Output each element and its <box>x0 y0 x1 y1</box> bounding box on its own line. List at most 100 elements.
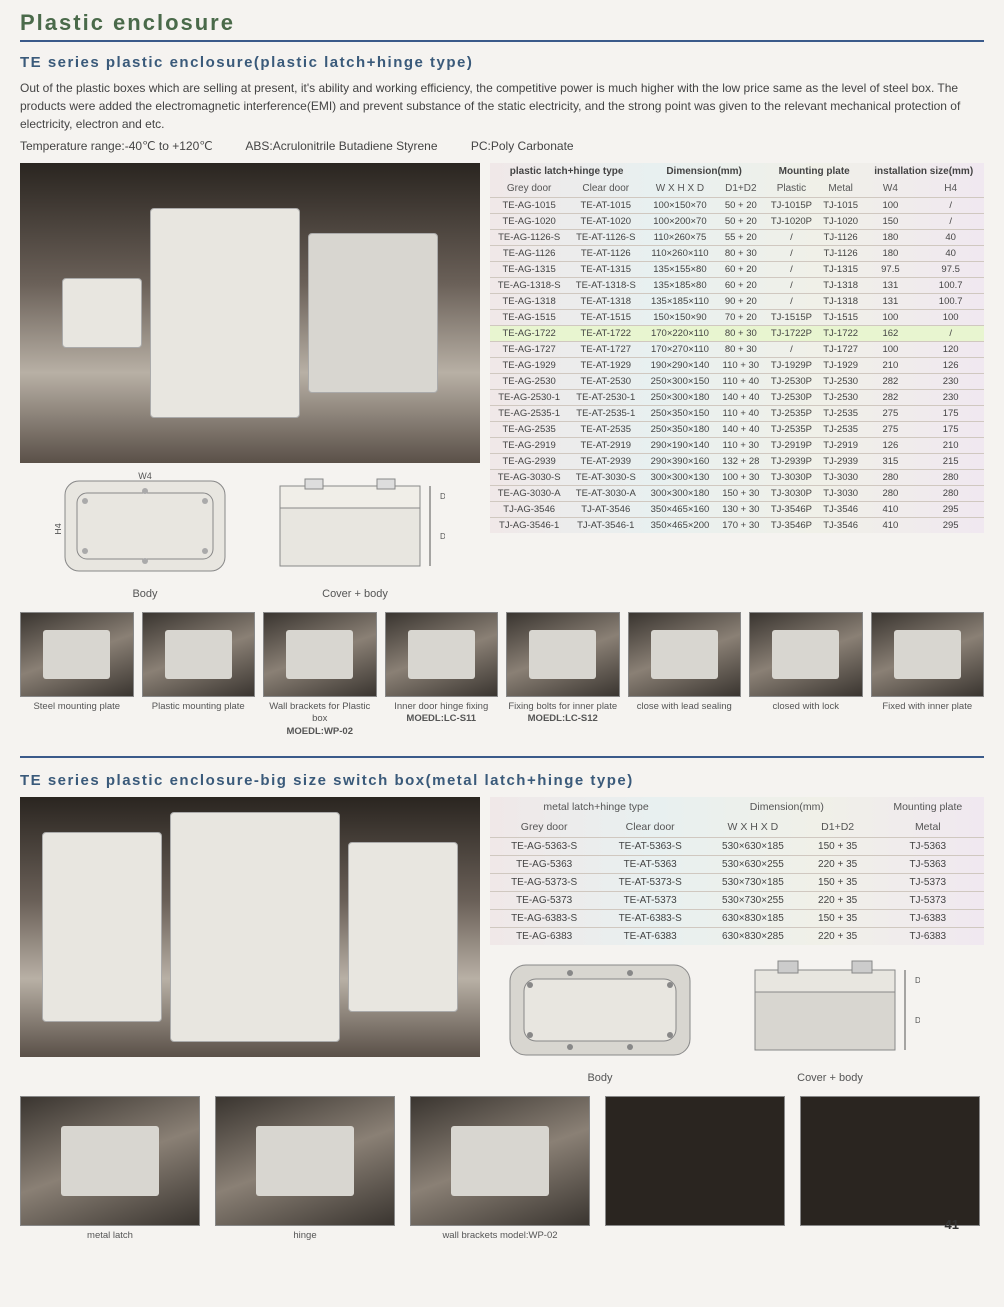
thumb-item: Inner door hinge fixingMOEDL:LC-S11 <box>385 612 499 738</box>
table-cell: TE-AG-1020 <box>490 214 568 230</box>
table-cell: TE-AG-5373-S <box>490 874 598 892</box>
table-cell: TJ-AT-3546 <box>568 502 643 518</box>
diagram-cover-label: Cover + body <box>265 588 445 600</box>
table-cell: TE-AT-5363-S <box>598 838 702 856</box>
table-row: TE-AG-1020TE-AT-1020100×200×7050 + 20TJ-… <box>490 214 984 230</box>
table-row: TE-AG-5363-STE-AT-5363-S530×630×185150 +… <box>490 838 984 856</box>
table-col: W4 <box>863 180 917 198</box>
table-cell: TJ-1727 <box>818 342 864 358</box>
table-head-type: plastic latch+hinge type <box>490 163 643 180</box>
table-cell: TE-AG-1318-S <box>490 278 568 294</box>
diagram-body: W4 H4 Body <box>55 471 235 600</box>
table-cell: TE-AG-6383-S <box>490 910 598 928</box>
thumb-label: hinge <box>215 1230 395 1242</box>
table-cell: 110×260×110 <box>643 246 716 262</box>
table-cell: TE-AG-2939 <box>490 454 568 470</box>
section2-table: metal latch+hinge type Dimension(mm) Mou… <box>490 797 984 945</box>
table-head-install: installation size(mm) <box>863 163 984 180</box>
svg-text:H4: H4 <box>55 523 63 535</box>
table-cell: TJ-AG-3546 <box>490 502 568 518</box>
table-cell: 50 + 20 <box>717 198 765 214</box>
table-cell: 90 + 20 <box>717 294 765 310</box>
table-cell: 150×150×90 <box>643 310 716 326</box>
thumb-item <box>605 1096 785 1242</box>
table-row: TE-AG-1929TE-AT-1929190×290×140110 + 30T… <box>490 358 984 374</box>
table-cell: 230 <box>917 374 984 390</box>
table-col: H4 <box>917 180 984 198</box>
table-row: TE-AG-6383-STE-AT-6383-S630×830×185150 +… <box>490 910 984 928</box>
table-cell: 280 <box>917 470 984 486</box>
table-cell: / <box>765 342 818 358</box>
table-cell: TJ-1722P <box>765 326 818 342</box>
table-cell: TJ-1015 <box>818 198 864 214</box>
thumb-item: metal latch <box>20 1096 200 1242</box>
thumb-item: Steel mounting plate <box>20 612 134 738</box>
table-cell: / <box>917 326 984 342</box>
table-cell: 55 + 20 <box>717 230 765 246</box>
spec-pc: PC:Poly Carbonate <box>471 139 574 153</box>
table-cell: TJ-1318 <box>818 294 864 310</box>
table-cell: 530×730×185 <box>702 874 804 892</box>
thumb-label: metal latch <box>20 1230 200 1242</box>
table-cell: TE-AG-2919 <box>490 438 568 454</box>
table-cell: 530×630×255 <box>702 856 804 874</box>
table-cell: 295 <box>917 518 984 534</box>
table-col: Grey door <box>490 180 568 198</box>
table-cell: 250×350×150 <box>643 406 716 422</box>
table-cell: 110×260×75 <box>643 230 716 246</box>
svg-text:D1: D1 <box>915 1016 920 1025</box>
table2-head-mount: Mounting plate <box>872 797 984 817</box>
table-cell: TE-AT-1318 <box>568 294 643 310</box>
table-cell: 100.7 <box>917 278 984 294</box>
table-head-dim: Dimension(mm) <box>643 163 765 180</box>
table-cell: TE-AT-3030-A <box>568 486 643 502</box>
table-cell: 80 + 30 <box>717 326 765 342</box>
thumb-image <box>142 612 256 697</box>
table-cell: TE-AT-2530-1 <box>568 390 643 406</box>
table-cell: 410 <box>863 502 917 518</box>
section1-specs: Temperature range:-40℃ to +120℃ ABS:Acru… <box>20 139 984 153</box>
table-row: TE-AG-1727TE-AT-1727170×270×11080 + 30/T… <box>490 342 984 358</box>
thumb-item: Plastic mounting plate <box>142 612 256 738</box>
table-cell: 131 <box>863 278 917 294</box>
table-cell: / <box>765 294 818 310</box>
table-cell: TJ-2919 <box>818 438 864 454</box>
table-cell: 180 <box>863 230 917 246</box>
table-cell: 140 + 40 <box>717 390 765 406</box>
svg-text:W4: W4 <box>138 471 152 481</box>
table-cell: TE-AT-1929 <box>568 358 643 374</box>
table-cell: TE-AT-5363 <box>598 856 702 874</box>
table-cell: TJ-2535P <box>765 422 818 438</box>
table-cell: 170 + 30 <box>717 518 765 534</box>
thumb-image <box>871 612 985 697</box>
table-cell: TE-AG-1722 <box>490 326 568 342</box>
table-cell: / <box>917 214 984 230</box>
page-title: Plastic enclosure <box>20 10 984 42</box>
table-row: TE-AG-1015TE-AT-1015100×150×7050 + 20TJ-… <box>490 198 984 214</box>
table-cell: 300×300×130 <box>643 470 716 486</box>
diagram-cover: D2 D1 Cover + body <box>265 471 445 600</box>
table-cell: TJ-6383 <box>872 910 984 928</box>
table-cell: 150 + 35 <box>804 874 872 892</box>
thumb-image <box>20 1096 200 1226</box>
table-cell: 100 <box>863 342 917 358</box>
section2-title: TE series plastic enclosure-big size swi… <box>20 772 984 789</box>
thumb-item: closed with lock <box>749 612 863 738</box>
diagram2-body: Body <box>500 955 700 1084</box>
table-cell: TJ-1929 <box>818 358 864 374</box>
table-row: TJ-AG-3546TJ-AT-3546350×465×160130 + 30T… <box>490 502 984 518</box>
table-cell: TE-AT-5373-S <box>598 874 702 892</box>
thumb-item: close with lead sealing <box>628 612 742 738</box>
thumb-item: wall brackets model:WP-02 <box>410 1096 590 1242</box>
svg-text:D2: D2 <box>915 976 920 985</box>
table-cell: 530×730×255 <box>702 892 804 910</box>
table-cell: TE-AT-1126-S <box>568 230 643 246</box>
table-cell: TJ-1315 <box>818 262 864 278</box>
table-cell: 630×830×185 <box>702 910 804 928</box>
table-cell: TE-AG-3030-A <box>490 486 568 502</box>
table-row: TE-AG-1126TE-AT-1126110×260×11080 + 30/T… <box>490 246 984 262</box>
table-row: TE-AG-2535-1TE-AT-2535-1250×350×150110 +… <box>490 406 984 422</box>
table-row: TE-AG-1318-STE-AT-1318-S135×185×8060 + 2… <box>490 278 984 294</box>
table-cell: 150 + 35 <box>804 838 872 856</box>
table-cell: 60 + 20 <box>717 278 765 294</box>
